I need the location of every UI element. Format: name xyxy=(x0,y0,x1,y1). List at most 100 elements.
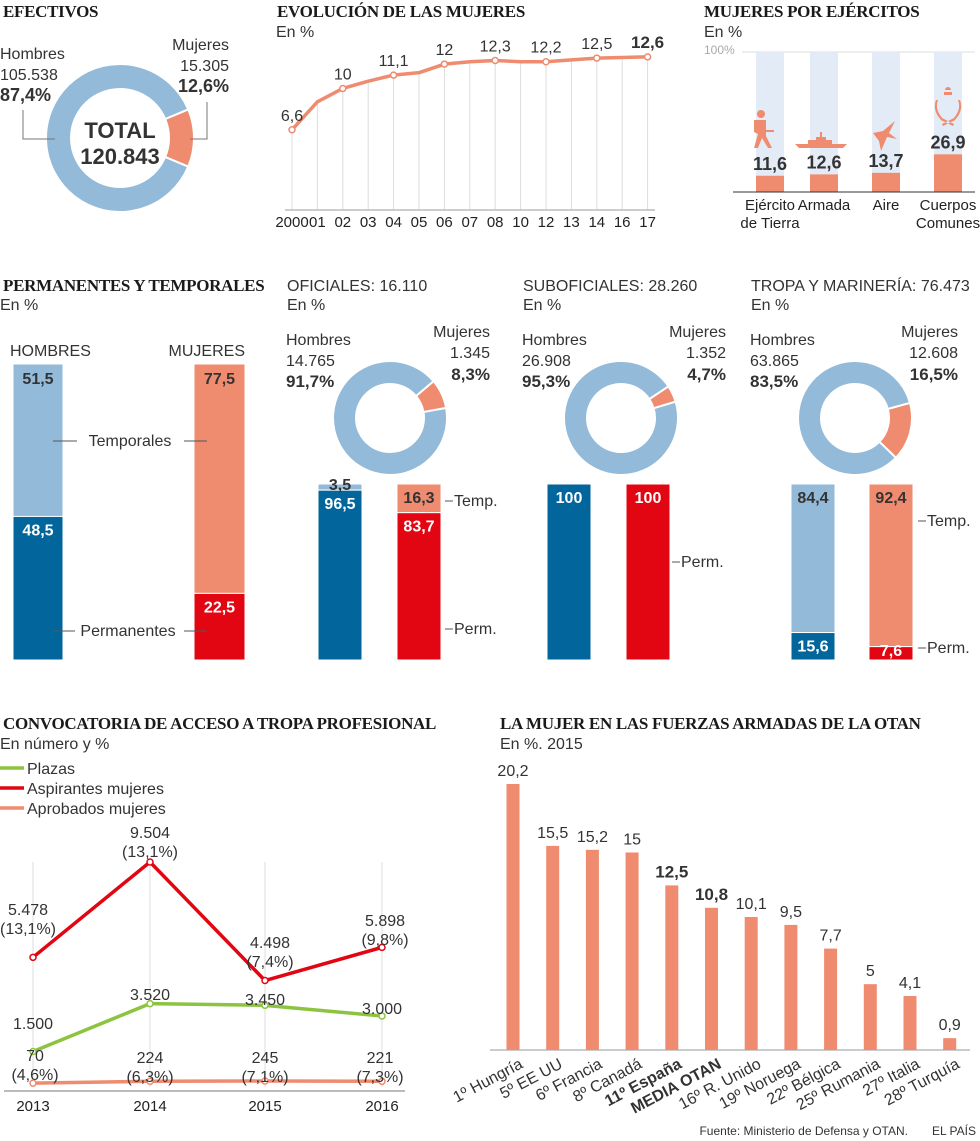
otan-value-label: 10,8 xyxy=(695,885,728,904)
ejercitos-title: MUJERES POR EJÉRCITOS xyxy=(704,2,919,21)
oficiales-slice-men xyxy=(332,360,448,476)
evolucion-point xyxy=(643,53,652,61)
convocatoria-value-label: 4.498 xyxy=(250,935,290,952)
convocatoria-value-label: (6,3%) xyxy=(126,1069,173,1086)
ejercitos-bar xyxy=(934,154,962,192)
ejercitos-bar xyxy=(756,175,784,192)
tropa-women-perm-label: 7,6 xyxy=(880,643,902,660)
evolucion-point xyxy=(542,57,550,66)
permtemp-plot: 51,5 48,5 77,5 22,5 xyxy=(12,363,246,661)
permtemp-temp-segment xyxy=(193,363,246,594)
convocatoria-plot: 2013 2014 2015 2016 1.500 3.520 3.450 3.000 5.47… xyxy=(0,825,409,1115)
permanentes-label: Permanentes xyxy=(80,623,175,640)
otan-subtitle: En %. 2015 xyxy=(500,736,583,753)
panel-oficiales: OFICIALES: 16.110 En % Hombres 14.765 91,7% M… xyxy=(286,278,498,661)
convocatoria-value-label: (13,1%) xyxy=(122,844,178,861)
legend-label-0: Plazas xyxy=(27,761,75,778)
convocatoria-line-2 xyxy=(32,1079,383,1085)
tropa-men-perm-segment xyxy=(790,632,836,661)
oficiales-men-temp-label: 3,5 xyxy=(329,477,351,494)
tropa-men-perm-label: 15,6 xyxy=(797,639,828,656)
oficiales-men-pct: 91,7% xyxy=(286,372,334,391)
evolucion-value-label: 12,5 xyxy=(581,36,612,53)
evolucion-x-tick: 05 xyxy=(411,214,428,231)
otan-value-label: 4,1 xyxy=(899,975,921,992)
crown-laurel-icon xyxy=(934,87,962,126)
convocatoria-value-label: 70 xyxy=(26,1048,44,1065)
evolucion-x-tick: 16 xyxy=(614,214,631,231)
tropa-men-label: Hombres xyxy=(750,332,815,349)
evolucion-point xyxy=(593,54,601,62)
convocatoria-point xyxy=(261,976,269,985)
legend-label-2: Aprobados mujeres xyxy=(27,801,166,818)
suboficiales-men-label: Hombres xyxy=(522,332,587,349)
convocatoria-subtitle: En número y % xyxy=(0,736,109,753)
otan-bar xyxy=(784,924,798,1050)
oficiales-women-pct: 8,3% xyxy=(451,365,490,384)
convocatoria-value-label: 1.500 xyxy=(13,1016,53,1033)
panel-perm-temp: PERMANENTES Y TEMPORALES En % HOMBRES MU… xyxy=(0,276,265,661)
suboficiales-perm-tag: Perm. xyxy=(681,554,724,571)
permtemp-subtitle: En % xyxy=(0,297,38,314)
convocatoria-point xyxy=(261,1001,269,1010)
oficiales-men-perm-label: 96,5 xyxy=(324,496,355,513)
convocatoria-line-1 xyxy=(31,860,383,983)
permtemp-men-heading: HOMBRES xyxy=(10,343,91,360)
suboficiales-slice-women xyxy=(647,385,677,410)
convocatoria-x-tick: 2016 xyxy=(365,1098,398,1115)
tropa-men-temp-label: 84,4 xyxy=(797,490,828,507)
ejercitos-category-label: Cuerpos xyxy=(920,197,977,214)
efectivos-women-leader xyxy=(190,102,208,140)
convocatoria-x-tick: 2015 xyxy=(248,1098,281,1115)
efectivos-slice-men xyxy=(45,63,190,213)
ejercitos-subtitle: En % xyxy=(704,24,742,41)
evolucion-x-tick: 07 xyxy=(461,214,478,231)
tropa-women-perm-segment xyxy=(868,646,914,661)
tropa-men-pct: 83,5% xyxy=(750,372,798,391)
permtemp-temp-label: 77,5 xyxy=(204,371,235,388)
permtemp-temp-segment xyxy=(12,363,64,517)
ejercitos-category-label: de Tierra xyxy=(740,215,800,232)
otan-value-label: 15,2 xyxy=(577,829,608,846)
permtemp-perm-label: 48,5 xyxy=(22,522,53,539)
efectivos-women-count: 15.305 xyxy=(180,58,229,75)
tropa-donut xyxy=(797,360,913,476)
oficiales-temp-tag: Temp. xyxy=(454,493,498,510)
panel-evolucion: EVOLUCIÓN DE LAS MUJERES En % 2000 01 02 03… xyxy=(275,2,664,231)
suboficiales-slice-men xyxy=(563,360,679,476)
suboficiales-men-perm-segment xyxy=(546,483,592,661)
panel-convocatoria: CONVOCATORIA DE ACCESO A TROPA PROFESION… xyxy=(0,714,436,1115)
tropa-perm-tag: Perm. xyxy=(927,640,970,657)
otan-bar xyxy=(863,984,877,1050)
otan-bar xyxy=(705,907,718,1050)
ejercitos-track xyxy=(810,52,838,192)
footer-source: Fuente: Ministerio de Defensa y OTAN. xyxy=(699,1124,908,1138)
ship-icon xyxy=(795,132,847,148)
suboficiales-donut xyxy=(563,360,679,476)
evolucion-value-label: 6,6 xyxy=(281,108,303,125)
convocatoria-point xyxy=(261,1077,269,1085)
convocatoria-value-label: (7,4%) xyxy=(246,954,293,971)
panel-suboficiales: SUBOFICIALES: 28.260 En % Hombres 26.908 95,… xyxy=(522,278,726,661)
suboficiales-subtitle: En % xyxy=(523,297,561,314)
otan-bar xyxy=(903,996,917,1050)
efectivos-men-label: Hombres xyxy=(0,46,65,63)
evolucion-point xyxy=(288,126,296,134)
permtemp-perm-segment xyxy=(12,515,64,661)
otan-bar xyxy=(546,845,560,1050)
evolucion-x-tick: 12 xyxy=(538,214,555,231)
evolucion-x-tick: 2000 xyxy=(275,214,308,231)
otan-bar xyxy=(585,849,599,1050)
panel-tropa: TROPA Y MARINERÍA: 76.473 En % Hombres 63.8… xyxy=(750,276,971,661)
evolucion-x-tick: 17 xyxy=(639,214,656,231)
tropa-women-pct: 16,5% xyxy=(910,365,958,384)
oficiales-subtitle: En % xyxy=(287,297,325,314)
footer-brand: EL PAÍS xyxy=(932,1123,976,1138)
evolucion-title: EVOLUCIÓN DE LAS MUJERES xyxy=(277,2,525,21)
convocatoria-point xyxy=(378,943,386,952)
convocatoria-value-label: 3.000 xyxy=(362,1001,402,1018)
ejercitos-bar xyxy=(872,172,900,192)
suboficiales-title: SUBOFICIALES: 28.260 xyxy=(523,278,697,295)
